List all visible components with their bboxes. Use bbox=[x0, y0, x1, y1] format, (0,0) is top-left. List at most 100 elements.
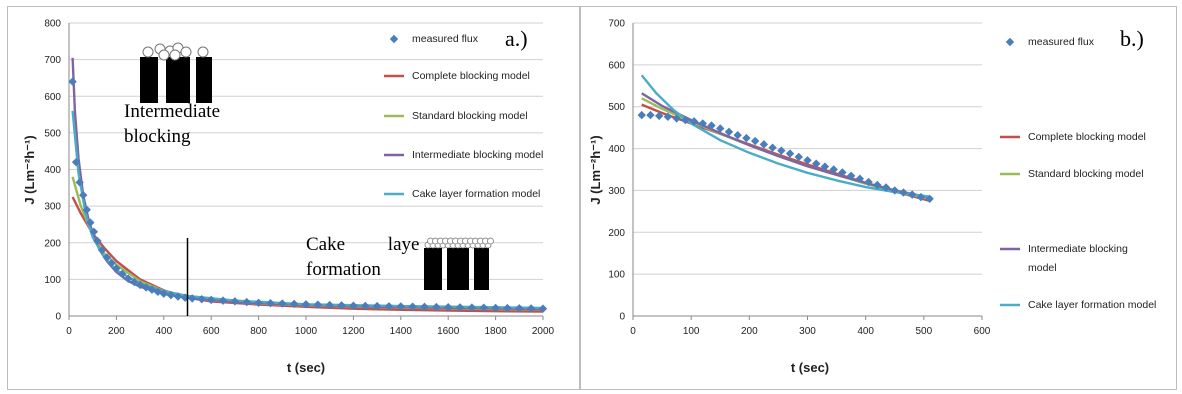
pore-block bbox=[166, 57, 190, 103]
data-point bbox=[396, 302, 405, 311]
pore-block bbox=[140, 57, 158, 103]
panel-b-border bbox=[580, 6, 1177, 390]
pore-block bbox=[424, 248, 442, 290]
y-tick-label: 800 bbox=[44, 19, 61, 30]
data-point bbox=[698, 119, 707, 128]
x-tick-label: 2000 bbox=[532, 326, 555, 337]
y-tick-label: 300 bbox=[44, 202, 61, 213]
chart-b-group: 0 100 200 300 400 500 600 700 0 100 200 300 400 500 60… bbox=[588, 19, 1156, 376]
x-tick-label: 500 bbox=[915, 326, 932, 337]
y-axis-title: J (Lm⁻²h⁻¹) bbox=[588, 135, 603, 204]
y-tick-label: 600 bbox=[44, 92, 61, 103]
y-tick-label: 400 bbox=[44, 165, 61, 176]
data-point bbox=[526, 304, 536, 313]
x-tick-label: 1200 bbox=[342, 326, 365, 337]
legend-marker-0 bbox=[1005, 37, 1015, 47]
data-point bbox=[838, 168, 847, 177]
data-point bbox=[864, 177, 873, 187]
data-point bbox=[289, 299, 299, 309]
legend-label-line: Intermediate blocking bbox=[1028, 243, 1128, 255]
legend-label-line: model bbox=[1028, 262, 1057, 274]
y-tick-label: 100 bbox=[44, 275, 61, 286]
data-point bbox=[742, 133, 751, 143]
data-point bbox=[881, 183, 891, 192]
data-point bbox=[733, 130, 742, 140]
data-point bbox=[503, 303, 512, 313]
data-point bbox=[890, 186, 899, 195]
y-tick-label: 0 bbox=[55, 312, 61, 323]
data-point bbox=[538, 304, 548, 313]
data-point bbox=[301, 300, 311, 309]
data-point bbox=[254, 298, 263, 308]
x-tick-label: 200 bbox=[108, 326, 125, 337]
pore-block bbox=[474, 248, 489, 290]
particle bbox=[169, 49, 181, 61]
data-point bbox=[812, 159, 821, 168]
data-point bbox=[325, 300, 334, 310]
x-tick-label: 1800 bbox=[484, 326, 507, 337]
legend-label-0: measured flux bbox=[1028, 36, 1095, 48]
data-point bbox=[759, 140, 769, 149]
data-point bbox=[93, 236, 102, 246]
x-tick-label: 400 bbox=[857, 326, 874, 337]
data-point bbox=[75, 178, 84, 187]
data-point bbox=[207, 295, 216, 305]
data-point bbox=[372, 301, 382, 311]
data-point bbox=[242, 297, 251, 307]
data-point bbox=[159, 289, 168, 298]
data-point bbox=[846, 171, 856, 180]
data-point bbox=[432, 302, 441, 312]
pore-block bbox=[196, 57, 212, 103]
data-point bbox=[916, 192, 926, 202]
y-tick-label: 600 bbox=[608, 60, 625, 71]
y-tick-label: 700 bbox=[44, 55, 61, 66]
y-tick-label: 200 bbox=[608, 228, 625, 239]
y-tick-label: 500 bbox=[608, 102, 625, 113]
data-point bbox=[654, 111, 664, 121]
data-point bbox=[515, 304, 524, 313]
legend-label-0: measured flux bbox=[412, 33, 479, 45]
data-point bbox=[68, 77, 77, 86]
data-point bbox=[707, 121, 716, 130]
data-point bbox=[124, 274, 133, 283]
legend-label-1: Complete blocking model bbox=[412, 70, 530, 82]
data-point bbox=[102, 253, 112, 262]
panel-a-border bbox=[7, 6, 580, 390]
particle bbox=[487, 237, 494, 245]
data-point bbox=[689, 117, 699, 126]
data-point bbox=[107, 258, 116, 268]
panel-label: b.) bbox=[1120, 26, 1144, 51]
data-point bbox=[313, 300, 323, 309]
chart-a-group: 0 100 200 300 400 500 600 700 800 0 200 400 600 800 10… bbox=[22, 19, 555, 376]
data-point bbox=[384, 302, 394, 311]
data-point bbox=[873, 180, 882, 190]
y-axis-title: J (Lm⁻²h⁻¹) bbox=[22, 135, 37, 204]
data-point bbox=[908, 190, 917, 199]
data-point bbox=[820, 162, 830, 171]
x-axis-title: t (sec) bbox=[287, 360, 325, 375]
x-tick-label: 0 bbox=[66, 326, 72, 337]
data-point bbox=[479, 303, 488, 312]
data-point bbox=[750, 136, 760, 146]
data-point bbox=[361, 301, 370, 311]
x-tick-label: 1400 bbox=[390, 326, 413, 337]
pore-block bbox=[447, 248, 469, 290]
particle bbox=[142, 46, 154, 58]
data-point bbox=[79, 190, 88, 200]
x-tick-label: 600 bbox=[974, 326, 991, 337]
data-point bbox=[716, 124, 725, 133]
data-point bbox=[408, 302, 417, 311]
x-tick-label: 600 bbox=[203, 326, 220, 337]
y-tick-label: 100 bbox=[608, 270, 625, 281]
data-point bbox=[925, 194, 934, 203]
intermediate-blocking-illustration bbox=[140, 42, 212, 103]
x-tick-label: 400 bbox=[155, 326, 172, 337]
data-point bbox=[266, 298, 275, 308]
legend-label-1: Complete blocking model bbox=[1028, 131, 1146, 143]
data-point bbox=[663, 112, 673, 121]
data-point bbox=[681, 115, 690, 125]
data-point bbox=[188, 294, 197, 303]
data-point bbox=[646, 110, 655, 120]
y-tick-label: 300 bbox=[608, 186, 625, 197]
